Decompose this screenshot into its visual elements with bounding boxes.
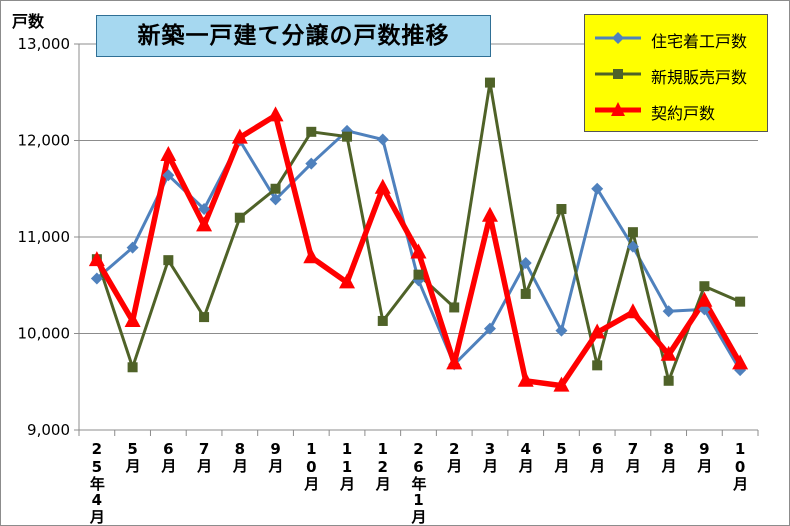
data-point (520, 288, 531, 299)
y-tick-label: 9,000 (27, 421, 70, 439)
data-point (449, 302, 460, 313)
chart-title: 新築一戸建て分譲の戸数推移 (96, 15, 491, 57)
data-point (342, 131, 353, 142)
data-point (735, 296, 746, 307)
legend-label: 住宅着工戸数 (651, 32, 748, 51)
x-tick-label: 10月 (302, 440, 321, 491)
x-tick-label: 4月 (516, 440, 535, 473)
axes: 9,000 10,000 11,000 12,000 13,000 (18, 35, 759, 439)
data-point (589, 323, 606, 339)
data-point (162, 169, 175, 182)
data-point (199, 312, 210, 323)
data-point (553, 376, 570, 392)
data-point (413, 269, 424, 280)
data-point (303, 248, 320, 264)
data-point (410, 243, 427, 259)
data-point (88, 251, 105, 267)
square-marker-icon (595, 69, 641, 79)
data-point (267, 106, 284, 122)
x-tick-label: 26年1月 (409, 440, 428, 524)
series-markers (88, 77, 749, 392)
data-point (377, 315, 388, 326)
x-tick-label: 2月 (445, 440, 464, 473)
data-point (163, 255, 174, 266)
data-point (127, 362, 138, 373)
legend-label: 契約戸数 (651, 104, 716, 123)
data-point (592, 360, 603, 371)
data-point (699, 281, 710, 292)
x-tick-label: 12月 (373, 440, 392, 491)
x-tick-label: 9月 (266, 440, 285, 473)
data-point (662, 305, 675, 318)
data-point (234, 212, 245, 223)
diamond-marker-icon (595, 32, 641, 44)
data-point (663, 375, 674, 386)
data-point (591, 182, 604, 195)
data-point (484, 77, 495, 88)
x-tick-label: 5月 (123, 440, 142, 473)
y-tick-label: 12,000 (18, 132, 71, 150)
triangle-marker-icon (595, 102, 641, 116)
x-tick-label: 8月 (659, 440, 678, 473)
x-tick-label: 7月 (623, 440, 642, 473)
legend-item-new-sales: 新規販売戸数 (593, 61, 765, 87)
data-point (483, 322, 496, 335)
legend: 住宅着工戸数 新規販売戸数 契約戸数 (584, 14, 768, 132)
x-tick-label: 11月 (338, 440, 357, 491)
data-point (90, 272, 103, 285)
data-point (339, 273, 356, 289)
data-point (626, 240, 639, 253)
data-point (126, 241, 139, 254)
x-tick-label: 7月 (195, 440, 214, 473)
legend-item-contracts: 契約戸数 (593, 97, 765, 123)
legend-label: 新規販売戸数 (651, 68, 748, 87)
x-tick-label: 5月 (552, 440, 571, 473)
data-point (196, 216, 213, 232)
data-point (305, 157, 318, 170)
data-point (446, 354, 463, 370)
data-point (519, 257, 532, 270)
data-point (624, 303, 641, 319)
data-point (124, 311, 141, 327)
y-tick-label: 13,000 (18, 35, 71, 53)
y-tick-label: 10,000 (18, 325, 71, 343)
data-point (627, 227, 638, 238)
data-point (269, 193, 282, 206)
y-axis-label: 戸数 (12, 12, 45, 31)
data-point (660, 345, 677, 361)
data-point (374, 178, 391, 194)
data-point (270, 183, 281, 194)
x-tick-label: 10月 (731, 440, 750, 491)
x-tick-label: 8月 (230, 440, 249, 473)
x-tick-label: 6月 (588, 440, 607, 473)
data-point (376, 133, 389, 146)
data-point (306, 126, 317, 137)
data-point (231, 128, 248, 144)
data-point (517, 371, 534, 387)
data-point (555, 324, 568, 337)
data-point (481, 206, 498, 222)
data-point (556, 204, 567, 215)
x-tick-label: 6月 (159, 440, 178, 473)
data-point (732, 354, 749, 370)
y-tick-label: 11,000 (18, 228, 71, 246)
x-tick-label: 3月 (480, 440, 499, 473)
legend-item-housing-starts: 住宅着工戸数 (593, 25, 765, 51)
x-tick-label: 25年4月 (87, 440, 106, 524)
data-point (198, 203, 211, 216)
data-point (696, 291, 713, 307)
data-point (160, 145, 177, 161)
x-tick-label: 9月 (695, 440, 714, 473)
